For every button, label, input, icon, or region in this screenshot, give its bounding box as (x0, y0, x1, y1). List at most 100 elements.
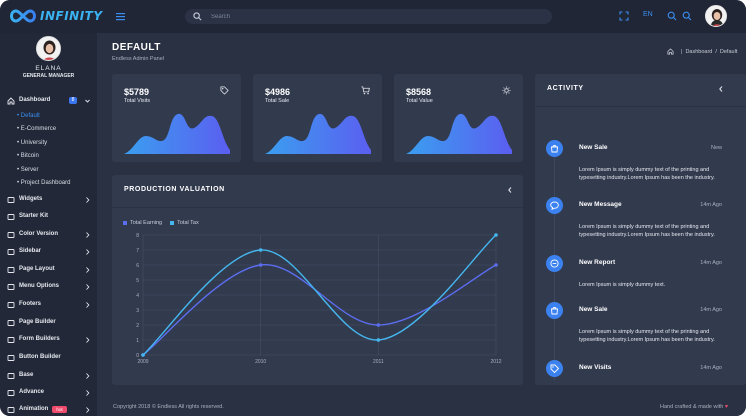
search-bar (185, 9, 552, 24)
zoom-icon[interactable] (682, 11, 692, 21)
x-tick-label: 2010 (255, 359, 266, 365)
value-sparkline (406, 113, 512, 154)
sidebar-item-label: Sidebar (19, 248, 42, 254)
chevron-right-icon (86, 407, 90, 413)
brand-logo[interactable]: INFINITY (8, 6, 103, 26)
chevron-left-icon[interactable] (718, 85, 724, 93)
sidebar-item-base[interactable]: Base (0, 369, 97, 383)
page-title: DEFAULT (112, 42, 161, 53)
data-point (494, 263, 498, 267)
x-tick-label: 2012 (490, 359, 501, 365)
submenu-item-server[interactable]: • Server (17, 167, 39, 173)
home-icon[interactable] (667, 48, 674, 55)
activity-title[interactable]: New Message (579, 201, 622, 208)
language-selector[interactable]: EN (643, 11, 653, 18)
submenu-item-university[interactable]: • University (17, 140, 48, 146)
sidebar-item-button-builder[interactable]: Button Builder (0, 351, 97, 365)
sidebar-item-page-layout[interactable]: Page Layout (0, 263, 97, 277)
sidebar-item-page-builder[interactable]: Page Builder (0, 316, 97, 330)
sidebar-item-label: Button Builder (19, 354, 61, 360)
sidebar-item-footers[interactable]: Footers (0, 298, 97, 312)
cloud-icon (7, 373, 15, 379)
sun-icon (502, 86, 511, 95)
activity-title[interactable]: New Report (579, 259, 616, 266)
breadcrumb-current: Default (719, 48, 738, 55)
chevron-right-icon (86, 249, 90, 255)
sale-sparkline (265, 113, 371, 154)
y-tick-label: 0 (136, 353, 139, 359)
activity-title[interactable]: New Sale (579, 144, 608, 151)
sidebar-item-label: Page Builder (19, 319, 56, 325)
submenu-item-project-dashboard[interactable]: • Project Dashboard (17, 180, 71, 186)
card-title: PRODUCTION VALUATION (124, 186, 225, 193)
x-tick-label: 2009 (137, 359, 148, 365)
sidebar-item-animation[interactable]: Animation hot (0, 403, 97, 416)
layout-icon (7, 267, 15, 273)
activity-icon-badge (546, 302, 563, 319)
series-line-total-tax (142, 234, 497, 356)
y-tick-label: 1 (136, 338, 139, 344)
sidebar-item-label: Widgets (19, 196, 43, 202)
avatar[interactable] (36, 36, 61, 61)
sidebar-item-label: Form Builders (19, 336, 60, 342)
activity-title[interactable]: New Visits (579, 364, 612, 371)
breadcrumb-separator: | (681, 48, 683, 55)
menu-icon[interactable] (116, 12, 125, 21)
data-point (376, 338, 381, 342)
main-content: DEFAULT Endless Admin Panel | Dashboard / D… (97, 33, 746, 416)
submenu-item-bitcoin[interactable]: • Bitcoin (17, 153, 39, 159)
footer-icon (7, 302, 15, 308)
data-point (141, 353, 145, 357)
chevron-right-icon (86, 197, 90, 203)
sidebar-item-form-builders[interactable]: Form Builders (0, 333, 97, 347)
x-tick-label: 2011 (373, 359, 384, 365)
activity-title[interactable]: New Sale (579, 306, 608, 313)
y-tick-label: 5 (136, 278, 139, 284)
heart-icon: ♥ (724, 404, 729, 410)
submenu-item-ecommerce[interactable]: • E-Commerce (17, 126, 57, 132)
avatar[interactable] (705, 5, 727, 27)
activity-icon-badge (546, 360, 563, 377)
chevron-right-icon (86, 390, 90, 396)
search-input[interactable] (211, 9, 531, 24)
sidebar-item-dashboard[interactable]: Dashboard 8 (0, 94, 97, 108)
activity-icon-badge (546, 140, 563, 157)
legend-item-tax[interactable]: Total Tax (170, 220, 199, 226)
stat-card-sale: $4986 Total Sale (253, 74, 382, 162)
legend-item-earning[interactable]: Total Earning (123, 220, 162, 226)
sidebar-item-sidebar[interactable]: Sidebar (0, 245, 97, 259)
tag-icon (550, 364, 559, 373)
fullscreen-icon[interactable] (619, 11, 629, 21)
stat-card-visits: $5789 Total Visits (112, 74, 241, 162)
activity-time: 14m Ago (700, 365, 722, 371)
sidebar-item-starter-kit[interactable]: Starter Kit (0, 210, 97, 224)
stat-card-value: $8568 Total Value (394, 74, 523, 162)
stat-label: Total Value (406, 98, 433, 104)
brand-name: INFINITY (40, 9, 103, 23)
chevron-left-icon[interactable] (507, 186, 513, 194)
sidebar-item-menu-options[interactable]: Menu Options (0, 280, 97, 294)
user-role: GENERAL MANAGER (22, 73, 75, 79)
sidebar-icon (7, 249, 15, 255)
y-tick-label: 3 (136, 308, 139, 314)
sidebar-item-widgets[interactable]: Widgets (0, 193, 97, 207)
chevron-down-icon (85, 99, 90, 103)
activity-card: ACTIVITY New Sale New Lorem Ipsum is simpl… (535, 74, 746, 385)
visits-sparkline (124, 113, 230, 154)
breadcrumb-separator: / (715, 48, 717, 55)
sidebar-item-label: Dashboard (19, 97, 51, 103)
search-icon[interactable] (667, 11, 677, 21)
breadcrumb-dashboard[interactable]: Dashboard (685, 48, 713, 55)
submenu-item-default[interactable]: • Default (17, 113, 40, 119)
breadcrumb: | Dashboard / Default (667, 48, 737, 55)
user-name: ELANA (35, 65, 62, 72)
animation-icon (7, 407, 15, 413)
chevron-right-icon (86, 337, 90, 343)
sidebar-item-color-version[interactable]: Color Version (0, 228, 97, 242)
hot-badge: hot (52, 406, 67, 413)
chevron-right-icon (86, 284, 90, 290)
sidebar-item-advance[interactable]: Advance (0, 386, 97, 400)
tag-icon (220, 86, 229, 95)
search-icon[interactable] (193, 12, 202, 21)
box-icon (7, 337, 15, 343)
